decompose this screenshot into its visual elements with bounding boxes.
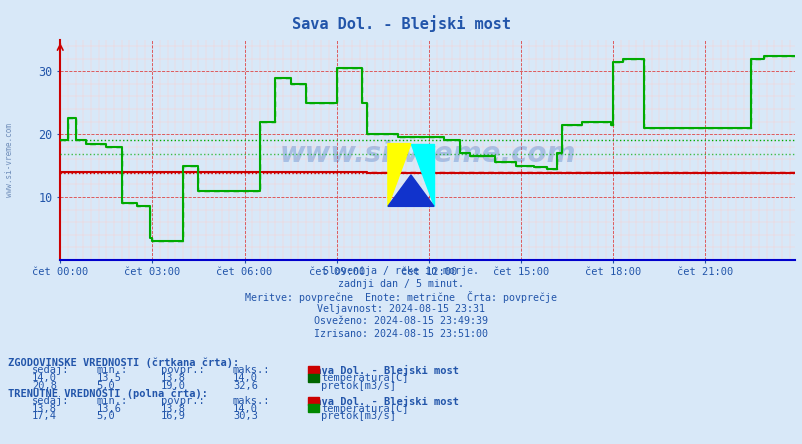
Polygon shape [387,143,411,206]
Polygon shape [411,143,433,206]
Text: pretok[m3/s]: pretok[m3/s] [321,381,395,391]
Text: Sava Dol. - Blejski most: Sava Dol. - Blejski most [309,365,459,377]
Text: temperatura[C]: temperatura[C] [321,373,408,383]
Text: Sava Dol. - Blejski most: Sava Dol. - Blejski most [292,16,510,32]
Text: min.:: min.: [96,396,128,406]
Text: 13,8: 13,8 [160,404,185,414]
Text: TRENUTNE VREDNOSTI (polna črta):: TRENUTNE VREDNOSTI (polna črta): [8,388,208,399]
Text: Veljavnost: 2024-08-15 23:31: Veljavnost: 2024-08-15 23:31 [317,304,485,314]
Text: sedaj:: sedaj: [32,365,70,376]
Text: 14,0: 14,0 [233,373,257,383]
Text: 5,0: 5,0 [96,381,115,391]
Text: www.si-vreme.com: www.si-vreme.com [279,140,575,168]
Text: Izrisano: 2024-08-15 23:51:00: Izrisano: 2024-08-15 23:51:00 [314,329,488,339]
Text: Slovenija / reke in morje.: Slovenija / reke in morje. [323,266,479,277]
Text: povpr.:: povpr.: [160,365,204,376]
Text: zadnji dan / 5 minut.: zadnji dan / 5 minut. [338,279,464,289]
Text: Sava Dol. - Blejski most: Sava Dol. - Blejski most [309,396,459,407]
Text: 14,0: 14,0 [233,404,257,414]
Text: sedaj:: sedaj: [32,396,70,406]
Text: pretok[m3/s]: pretok[m3/s] [321,411,395,421]
Text: 16,9: 16,9 [160,411,185,421]
Text: 13,8: 13,8 [160,373,185,383]
Text: 20,8: 20,8 [32,381,57,391]
Text: min.:: min.: [96,365,128,376]
Text: 19,0: 19,0 [160,381,185,391]
Text: 13,5: 13,5 [96,373,121,383]
Polygon shape [387,175,433,206]
Text: 14,0: 14,0 [32,373,57,383]
Text: 13,6: 13,6 [96,404,121,414]
Text: 17,4: 17,4 [32,411,57,421]
Text: www.si-vreme.com: www.si-vreme.com [5,123,14,197]
Text: povpr.:: povpr.: [160,396,204,406]
Text: temperatura[C]: temperatura[C] [321,404,408,414]
Text: 5,0: 5,0 [96,411,115,421]
Text: maks.:: maks.: [233,396,270,406]
Text: 32,6: 32,6 [233,381,257,391]
Text: Meritve: povprečne  Enote: metrične  Črta: povprečje: Meritve: povprečne Enote: metrične Črta:… [245,291,557,303]
Text: ZGODOVINSKE VREDNOSTI (črtkana črta):: ZGODOVINSKE VREDNOSTI (črtkana črta): [8,357,239,368]
Text: 30,3: 30,3 [233,411,257,421]
Text: 13,8: 13,8 [32,404,57,414]
Text: maks.:: maks.: [233,365,270,376]
Text: Osveženo: 2024-08-15 23:49:39: Osveženo: 2024-08-15 23:49:39 [314,316,488,326]
